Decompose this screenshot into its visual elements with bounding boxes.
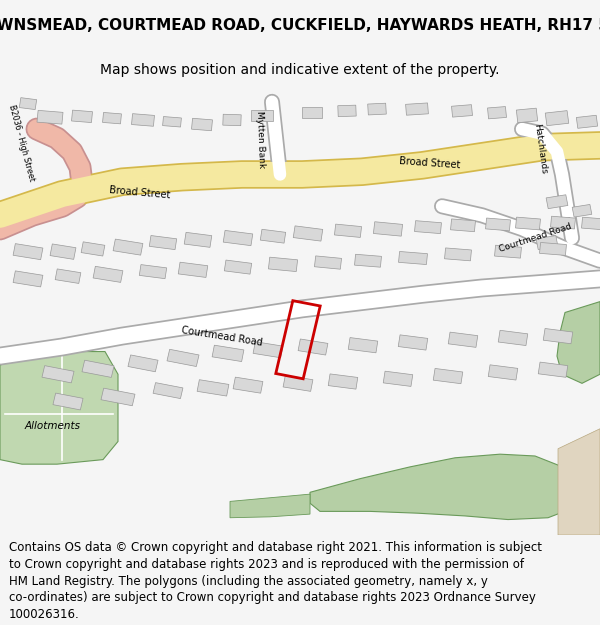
Bar: [581, 217, 600, 230]
Bar: [334, 224, 362, 238]
Bar: [538, 362, 568, 378]
Bar: [19, 98, 37, 109]
Bar: [81, 242, 105, 256]
Bar: [293, 226, 323, 241]
Bar: [224, 260, 252, 274]
Polygon shape: [310, 454, 576, 519]
Bar: [368, 103, 386, 115]
Text: Courtmead Road: Courtmead Road: [497, 222, 572, 254]
Bar: [223, 231, 253, 246]
Bar: [283, 376, 313, 391]
Bar: [251, 110, 273, 121]
Text: Allotments: Allotments: [25, 421, 81, 431]
Bar: [101, 388, 135, 406]
Text: Broad Street: Broad Street: [399, 156, 461, 170]
Bar: [433, 369, 463, 384]
Bar: [515, 217, 541, 230]
Bar: [149, 236, 177, 249]
Bar: [82, 360, 114, 378]
Bar: [93, 266, 123, 282]
Bar: [488, 365, 518, 380]
Bar: [452, 104, 472, 117]
Text: DOWNSMEAD, COURTMEAD ROAD, CUCKFIELD, HAYWARDS HEATH, RH17 5LP: DOWNSMEAD, COURTMEAD ROAD, CUCKFIELD, HA…: [0, 18, 600, 32]
Bar: [37, 111, 63, 124]
Polygon shape: [0, 351, 118, 464]
Text: co-ordinates) are subject to Crown copyright and database rights 2023 Ordnance S: co-ordinates) are subject to Crown copyr…: [9, 591, 536, 604]
Bar: [328, 374, 358, 389]
Bar: [373, 222, 403, 236]
Bar: [13, 271, 43, 287]
Bar: [448, 332, 478, 348]
Bar: [191, 118, 212, 131]
Text: 100026316.: 100026316.: [9, 608, 80, 621]
Bar: [197, 380, 229, 396]
Text: Mytten Bank: Mytten Bank: [254, 111, 265, 169]
Bar: [494, 245, 521, 258]
Bar: [551, 216, 575, 229]
Bar: [543, 329, 573, 344]
Bar: [338, 105, 356, 117]
Text: to Crown copyright and database rights 2023 and is reproduced with the permissio: to Crown copyright and database rights 2…: [9, 558, 524, 571]
Bar: [552, 217, 572, 231]
Text: Courtmead Road: Courtmead Road: [181, 325, 263, 348]
Bar: [184, 232, 212, 248]
Bar: [415, 221, 442, 234]
Bar: [302, 107, 322, 118]
Bar: [167, 349, 199, 366]
Bar: [42, 366, 74, 383]
Polygon shape: [557, 302, 600, 383]
Bar: [113, 239, 143, 255]
Bar: [314, 256, 341, 269]
Text: Hatchlands: Hatchlands: [532, 123, 548, 175]
Bar: [253, 342, 283, 357]
Bar: [546, 195, 568, 209]
Bar: [445, 248, 472, 261]
Bar: [539, 242, 566, 256]
Bar: [178, 262, 208, 278]
Bar: [71, 110, 92, 123]
Bar: [451, 219, 475, 232]
Bar: [55, 269, 81, 283]
Bar: [268, 257, 298, 272]
Bar: [536, 236, 558, 249]
Bar: [50, 244, 76, 259]
Bar: [260, 229, 286, 243]
Bar: [348, 338, 378, 352]
Text: B2036 - High Street: B2036 - High Street: [7, 103, 37, 182]
Bar: [398, 335, 428, 350]
Bar: [212, 345, 244, 361]
Bar: [398, 251, 427, 264]
Bar: [498, 331, 528, 346]
Bar: [355, 254, 382, 268]
Bar: [163, 116, 181, 127]
Bar: [153, 382, 183, 399]
Bar: [406, 103, 428, 115]
Text: HM Land Registry. The polygons (including the associated geometry, namely x, y: HM Land Registry. The polygons (includin…: [9, 574, 488, 588]
Polygon shape: [558, 429, 600, 535]
Bar: [577, 115, 598, 128]
Bar: [517, 108, 538, 122]
Text: Broad Street: Broad Street: [109, 185, 171, 200]
Bar: [103, 112, 121, 124]
Bar: [488, 107, 506, 119]
Bar: [139, 264, 167, 279]
Bar: [233, 377, 263, 393]
Bar: [572, 204, 592, 217]
Text: Contains OS data © Crown copyright and database right 2021. This information is : Contains OS data © Crown copyright and d…: [9, 541, 542, 554]
Bar: [223, 114, 241, 126]
Polygon shape: [230, 494, 310, 518]
Bar: [298, 339, 328, 355]
Bar: [545, 111, 569, 126]
Bar: [383, 371, 413, 386]
Bar: [53, 393, 83, 410]
Bar: [128, 355, 158, 372]
Bar: [131, 114, 154, 126]
Bar: [13, 244, 43, 259]
Text: Map shows position and indicative extent of the property.: Map shows position and indicative extent…: [100, 63, 500, 78]
Bar: [485, 218, 511, 231]
